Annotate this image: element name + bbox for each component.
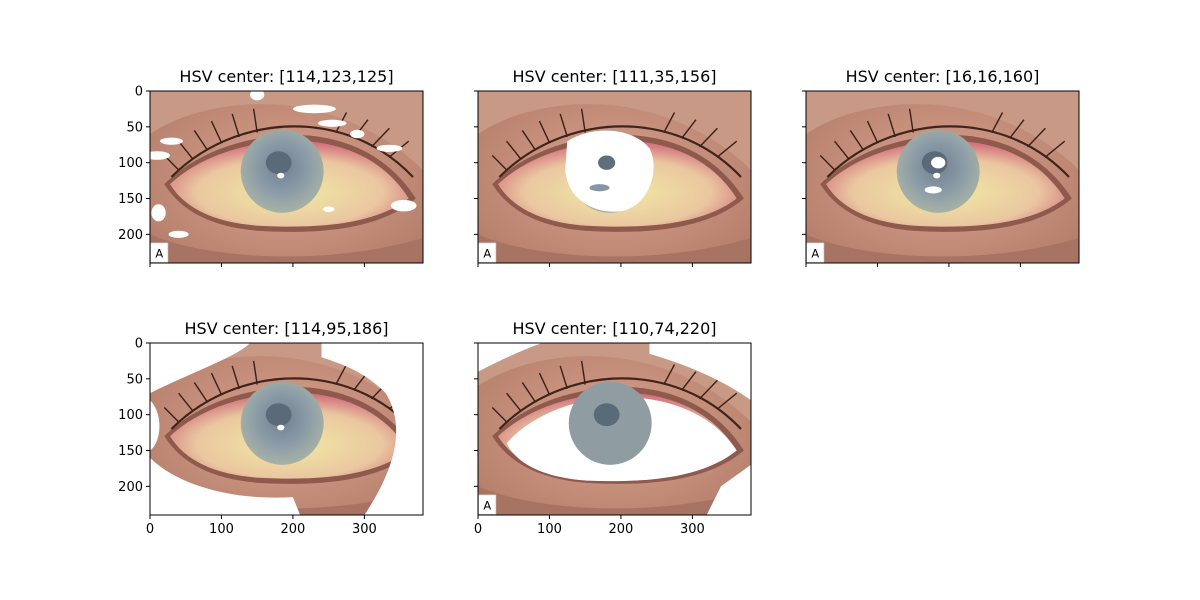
mask-overlay <box>478 343 751 515</box>
mask-overlay <box>924 156 946 194</box>
panel-title: HSV center: [114,123,125] <box>179 67 393 86</box>
y-tick-label: 200 <box>118 480 143 495</box>
x-tick-label: 100 <box>209 522 234 537</box>
y-tick-label: 0 <box>135 337 143 352</box>
y-tick-label: 150 <box>118 444 143 459</box>
x-tick-label: 0 <box>146 522 154 537</box>
panel-2: HSV center: [111,35,156] <box>474 67 752 267</box>
axes-frame <box>149 90 424 264</box>
y-tick-label: 0 <box>135 85 143 100</box>
mask-overlay <box>150 91 417 238</box>
y-tick-label: 150 <box>118 192 143 207</box>
x-tick-label: 0 <box>474 522 482 537</box>
axes-frame <box>149 342 424 516</box>
x-tick-label: 200 <box>281 522 306 537</box>
panel-title: HSV center: [114,95,186] <box>185 319 389 338</box>
x-tick-label: 300 <box>680 522 705 537</box>
y-tick-label: 200 <box>118 228 143 243</box>
panel-3: HSV center: [16,16,160] <box>802 67 1080 267</box>
axes-frame <box>805 90 1080 264</box>
x-tick-label: 100 <box>537 522 562 537</box>
mask-overlay <box>150 343 423 515</box>
panel-title: HSV center: [111,35,156] <box>513 67 717 86</box>
eye-image <box>806 91 1079 263</box>
y-tick-label: 50 <box>126 120 143 135</box>
panel-1: HSV center: [114,123,125] 0 50 100 150 200 <box>118 67 424 267</box>
axes-frame <box>477 342 752 516</box>
panel-5: HSV center: [110,74,220] 0 100 200 300 <box>474 319 752 537</box>
mask-overlay <box>565 130 654 212</box>
y-tick-label: 50 <box>126 372 143 387</box>
y-tick-label: 100 <box>118 408 143 423</box>
panel-title: HSV center: [16,16,160] <box>846 67 1040 86</box>
y-tick-label: 100 <box>118 156 143 171</box>
axes-frame <box>477 90 752 264</box>
x-tick-label: 300 <box>352 522 377 537</box>
eye-image <box>150 91 423 263</box>
panel-title: HSV center: [110,74,220] <box>513 319 717 338</box>
x-tick-label: 200 <box>609 522 634 537</box>
panel-4: HSV center: [114,95,186] 0 100 200 300 0 50 100… <box>118 319 424 537</box>
